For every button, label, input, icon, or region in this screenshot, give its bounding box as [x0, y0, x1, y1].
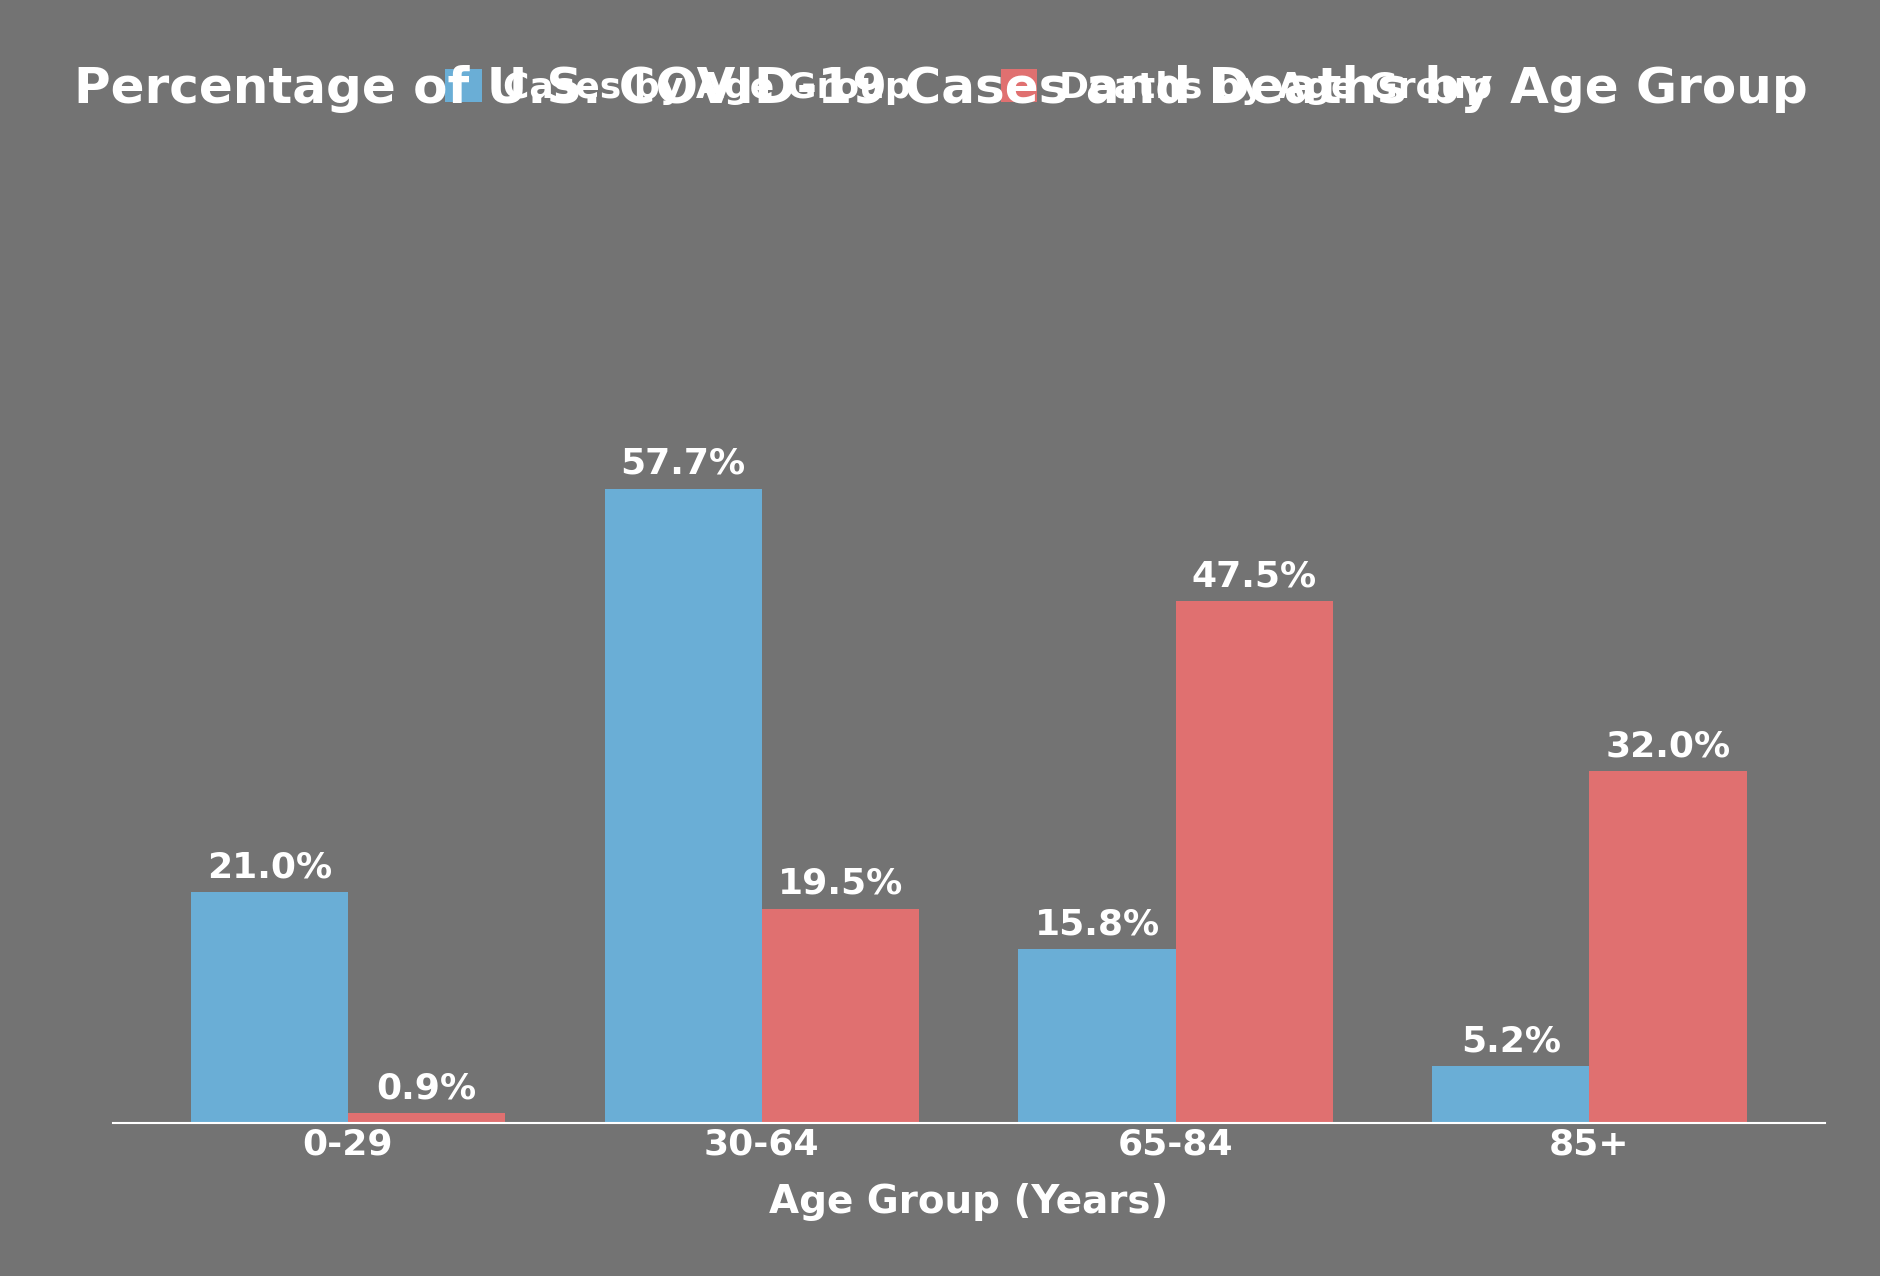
X-axis label: Age Group (Years): Age Group (Years)	[769, 1183, 1167, 1221]
Text: 0.9%: 0.9%	[376, 1072, 476, 1105]
Text: Percentage of U.S. COVID-19 Cases and Deaths by Age Group: Percentage of U.S. COVID-19 Cases and De…	[73, 65, 1807, 114]
Bar	[1589, 771, 1747, 1123]
Legend: Cases by Age Group, Deaths by Age Group: Cases by Age Group, Deaths by Age Group	[431, 55, 1506, 119]
Text: 15.8%: 15.8%	[1034, 907, 1158, 942]
Text: 47.5%: 47.5%	[1192, 559, 1316, 593]
Text: 21.0%: 21.0%	[207, 850, 331, 884]
Bar	[603, 489, 761, 1123]
Bar	[1431, 1065, 1589, 1123]
Bar	[190, 892, 348, 1123]
Bar	[761, 909, 919, 1123]
Text: 32.0%: 32.0%	[1606, 730, 1730, 763]
Bar	[1175, 601, 1333, 1123]
Text: 19.5%: 19.5%	[778, 866, 902, 901]
Text: 57.7%: 57.7%	[620, 447, 744, 481]
Text: 5.2%: 5.2%	[1461, 1025, 1560, 1058]
Bar	[348, 1113, 506, 1123]
Bar	[1017, 949, 1175, 1123]
